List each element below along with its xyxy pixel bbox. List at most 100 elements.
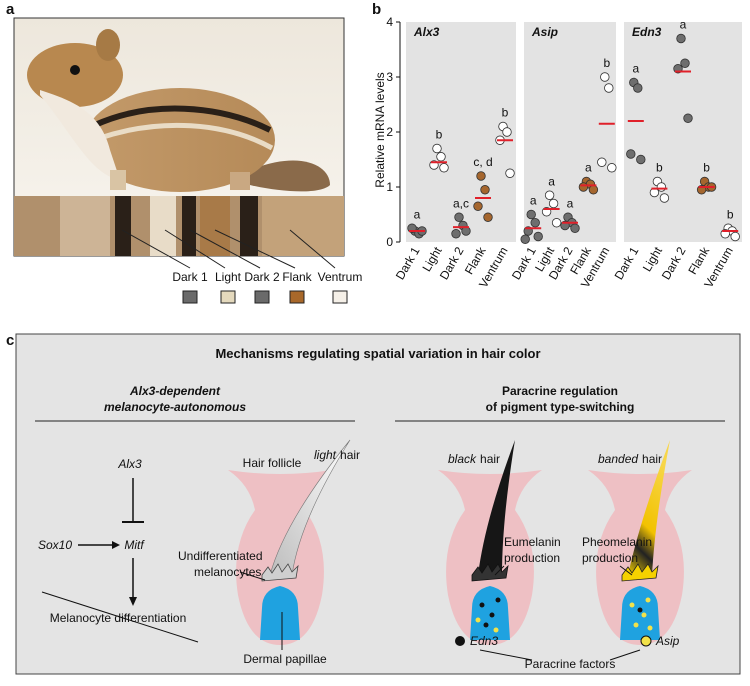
photo-legend: Dark 1 Light Dark 2 Flank Ventrum	[172, 270, 363, 304]
legend-swatch	[220, 290, 236, 304]
data-point	[683, 113, 693, 123]
panel-label: c	[6, 332, 14, 349]
pointer	[619, 565, 633, 576]
process: Melanocyte differentiation	[50, 611, 187, 625]
significance-letter: a	[414, 207, 421, 221]
data-point	[604, 83, 614, 93]
label: melanocytes	[194, 565, 261, 579]
significance-letter: b	[502, 106, 509, 120]
legend-label: Flank	[282, 270, 312, 284]
gene: Alx3	[117, 457, 142, 471]
heading: Alx3-dependent	[129, 384, 221, 398]
data-point	[483, 212, 493, 222]
data-point	[526, 209, 536, 220]
gene: Sox10	[38, 538, 72, 552]
legend-swatch	[254, 290, 270, 304]
data-point	[473, 201, 483, 211]
legend-swatch	[182, 290, 198, 304]
gene: Mitf	[124, 538, 145, 552]
significance-letter: b	[727, 207, 734, 221]
significance-letter: a	[530, 194, 537, 208]
y-axis-label: Relative mRNA levels	[373, 72, 387, 187]
heading: of pigment type-switching	[486, 400, 635, 414]
significance-letter: b	[703, 161, 710, 175]
legend-swatch	[332, 290, 348, 304]
heading: Paracrine regulation	[502, 384, 618, 398]
data-point	[570, 223, 580, 233]
panel-bg	[524, 22, 616, 242]
label: banded hair	[598, 452, 662, 466]
legend-label: Dark 2	[244, 270, 280, 284]
data-point	[597, 157, 607, 167]
panel-title: Asip	[531, 25, 558, 39]
label-part: hair	[340, 448, 360, 462]
data-point	[636, 154, 646, 165]
data-point	[439, 163, 449, 173]
significance-letter: a	[548, 174, 555, 188]
data-point	[626, 149, 636, 159]
panel-title: Alx3	[413, 25, 440, 39]
strike	[41, 591, 199, 643]
follicle	[228, 439, 351, 645]
data-point	[730, 231, 740, 242]
label: Asip	[655, 634, 680, 648]
label: Edn3	[470, 634, 498, 648]
panel-bg	[406, 22, 516, 242]
data-point	[530, 218, 540, 228]
panel-label: a	[6, 1, 15, 18]
photo	[13, 17, 345, 257]
legend-label: Ventrum	[318, 270, 363, 284]
pointer	[239, 571, 266, 581]
significance-letter: b	[656, 161, 663, 175]
legend-swatch	[289, 290, 305, 304]
significance-letter: a,c	[453, 196, 469, 210]
data-point	[548, 198, 559, 209]
data-point	[659, 193, 670, 203]
label-part: hair	[480, 452, 500, 466]
label: Paracrine factors	[525, 657, 616, 671]
label-part: banded	[598, 452, 638, 466]
data-point	[544, 190, 555, 200]
significance-letter: c, d	[473, 155, 492, 169]
factor-dot	[640, 635, 652, 647]
panel-bg	[624, 22, 742, 242]
pointer	[479, 649, 533, 661]
y-tick-label: 4	[386, 15, 393, 29]
data-point	[633, 83, 643, 93]
data-point	[520, 234, 530, 244]
data-point	[432, 143, 442, 154]
x-tick-label: Dark 2	[659, 244, 689, 282]
pointer	[609, 649, 641, 661]
data-point	[656, 182, 667, 192]
data-point	[480, 185, 490, 195]
label: production	[582, 551, 638, 565]
label: production	[504, 551, 560, 565]
data-point	[454, 212, 464, 222]
data-point	[476, 171, 486, 181]
data-point	[505, 168, 515, 178]
significance-letter: a	[680, 18, 687, 32]
data-point	[680, 58, 690, 68]
x-tick-label: Dark 1	[612, 244, 642, 282]
factor-dot	[455, 636, 465, 646]
legend-connector	[121, 229, 336, 269]
significance-letter: b	[436, 128, 443, 142]
data-point	[588, 185, 599, 195]
data-point	[578, 182, 589, 192]
arrow-head	[112, 541, 120, 549]
legend-label: Dark 1	[172, 270, 208, 284]
data-point	[436, 152, 446, 162]
significance-letter: a	[632, 62, 639, 76]
label: black hair	[448, 452, 500, 466]
y-tick-label: 2	[386, 125, 393, 139]
y-tick-label: 1	[386, 180, 393, 194]
data-point	[600, 72, 610, 82]
label-part: black	[448, 452, 477, 466]
x-tick-label: Dark 1	[393, 244, 423, 282]
panel-label: b	[372, 1, 381, 18]
label: light hair	[314, 448, 360, 462]
significance-letter: a	[567, 196, 574, 210]
y-tick-label: 0	[386, 235, 393, 249]
follicle	[588, 440, 692, 645]
